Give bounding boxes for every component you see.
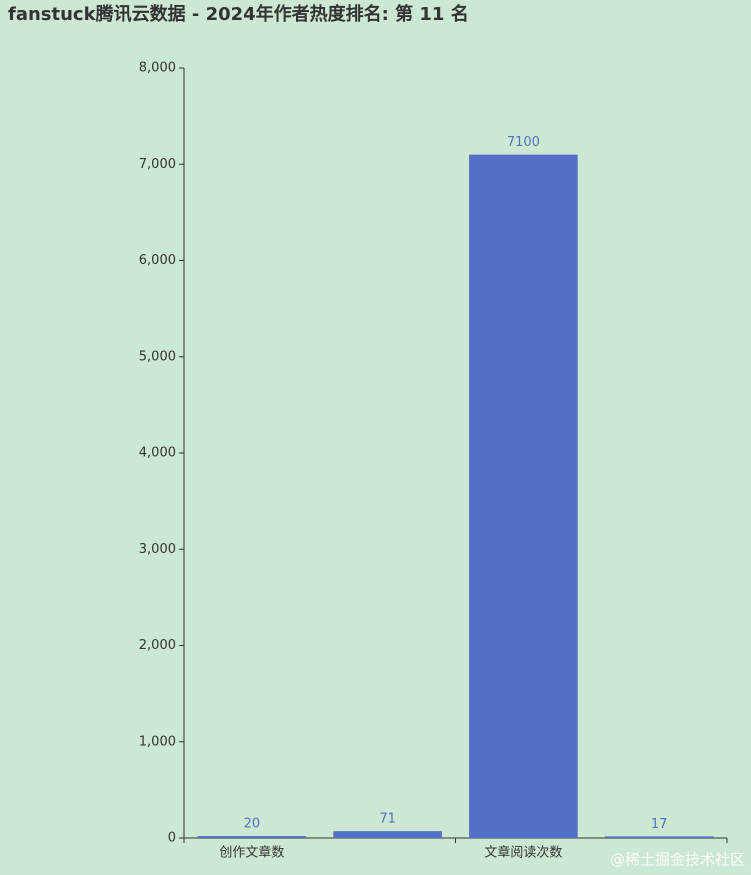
y-tick-label: 0 [168, 831, 176, 846]
bar [604, 836, 714, 838]
value-label: 17 [651, 817, 668, 832]
x-tick-label: 创作文章数 [219, 845, 284, 861]
value-label: 20 [244, 817, 261, 832]
y-tick-label: 7,000 [139, 157, 176, 172]
y-tick-label: 2,000 [139, 638, 176, 653]
y-tick-label: 3,000 [139, 542, 176, 557]
y-tick-label: 5,000 [139, 349, 176, 364]
chart-title: fanstuck腾讯云数据 - 2024年作者热度排名: 第 11 名 [8, 3, 469, 25]
watermark: @稀土掘金技术社区 [610, 851, 745, 869]
x-tick-label: 文章阅读次数 [484, 845, 562, 861]
value-label: 71 [379, 812, 396, 827]
y-tick-label: 1,000 [139, 734, 176, 749]
bar [197, 836, 307, 838]
bar [469, 154, 578, 838]
bar [333, 831, 442, 838]
y-tick-label: 8,000 [139, 61, 176, 76]
y-tick-label: 4,000 [139, 446, 176, 461]
value-label: 7100 [507, 135, 540, 150]
y-tick-label: 6,000 [139, 253, 176, 268]
